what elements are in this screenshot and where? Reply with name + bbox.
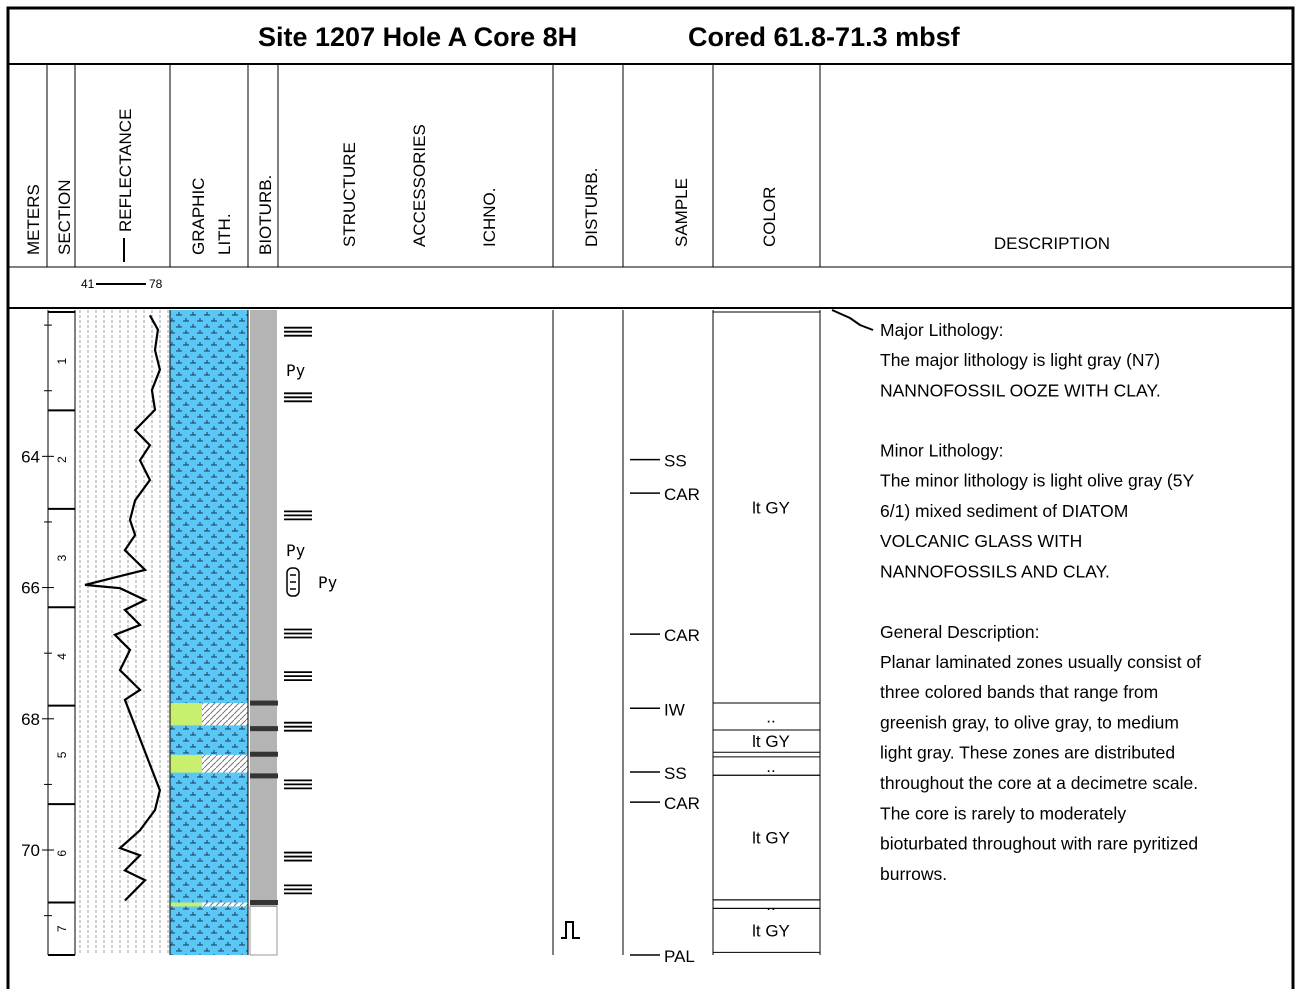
pyrite: Py xyxy=(286,541,306,560)
title-core: Site 1207 Hole A Core 8H xyxy=(258,22,577,52)
color-label: .. xyxy=(766,895,775,914)
description-line: Planar laminated zones usually consist o… xyxy=(880,652,1201,672)
lamination xyxy=(284,672,312,680)
lamination xyxy=(284,853,312,861)
description-line: The major lithology is light gray (N7) xyxy=(880,350,1160,370)
lamination xyxy=(284,511,312,519)
header: SAMPLE xyxy=(672,178,691,247)
bioturbation-band xyxy=(250,900,278,905)
lamination xyxy=(284,780,312,788)
depth-label: 64 xyxy=(21,447,40,466)
description-line: The core is rarely to moderately xyxy=(880,803,1126,823)
color-label: lt GY xyxy=(752,499,790,518)
header: GRAPHIC xyxy=(189,178,208,255)
header: DESCRIPTION xyxy=(994,234,1110,253)
lithology-mixed-hatch xyxy=(202,755,248,773)
lithology-mixed-hatch xyxy=(202,903,248,907)
lamination xyxy=(284,723,312,731)
header: METERS xyxy=(24,184,43,255)
lamination xyxy=(284,328,312,336)
lithology-mixed-hatch xyxy=(202,703,248,725)
title-cored: Cored 61.8-71.3 mbsf xyxy=(688,22,961,52)
bioturbation-none xyxy=(250,906,277,955)
color-label: lt GY xyxy=(752,921,790,940)
depth-label: 70 xyxy=(21,841,40,860)
description-line: greenish gray, to olive gray, to medium xyxy=(880,712,1179,732)
page: { "title": {"core": "Site 1207 Hole A Co… xyxy=(0,0,1302,989)
pyrite: Py xyxy=(318,573,338,592)
description-heading: General Description: xyxy=(880,622,1040,642)
description-line: three colored bands that range from xyxy=(880,682,1158,702)
column-dividers xyxy=(47,64,820,955)
sample-label: SS xyxy=(664,764,687,783)
section-label: 5 xyxy=(55,751,69,758)
description-line: 6/1) mixed sediment of DIATOM xyxy=(880,501,1128,521)
description-line: NANNOFOSSIL OOZE WITH CLAY. xyxy=(880,380,1161,400)
description-line: burrows. xyxy=(880,864,947,884)
bioturbation-band xyxy=(250,752,278,757)
section-label: 1 xyxy=(55,358,69,365)
lamination xyxy=(284,630,312,638)
disturbance-symbol xyxy=(561,922,580,938)
depth-label: 66 xyxy=(21,579,40,598)
sample-label: CAR xyxy=(664,794,700,813)
description-line: light gray. These zones are distributed xyxy=(880,743,1175,763)
color-label: lt GY xyxy=(752,732,790,751)
description-heading: Minor Lithology: xyxy=(880,441,1004,461)
header: LITH. xyxy=(215,213,234,255)
bioturbation-band xyxy=(250,701,278,706)
header: STRUCTURE xyxy=(340,142,359,247)
header: SECTION xyxy=(55,179,74,255)
header: DISTURB. xyxy=(582,168,601,247)
lithology-mixed xyxy=(170,703,202,725)
section-label: 3 xyxy=(55,554,69,561)
pyrite: Py xyxy=(286,361,306,380)
color-label: .. xyxy=(766,757,775,776)
bioturbation-band xyxy=(250,726,278,731)
core-sheet: Site 1207 Hole A Core 8H Cored 61.8-71.3… xyxy=(0,0,1302,989)
sample-label: CAR xyxy=(664,485,700,504)
lamination xyxy=(284,393,312,401)
lamination xyxy=(284,885,312,893)
lithology-pattern xyxy=(170,310,248,955)
section-label: 7 xyxy=(55,925,69,932)
description-line: The minor lithology is light olive gray … xyxy=(880,471,1194,491)
description-line: throughout the core at a decimetre scale… xyxy=(880,773,1198,793)
lithology-mixed xyxy=(170,903,202,907)
sample-label: IW xyxy=(664,700,685,719)
section-label: 2 xyxy=(55,456,69,463)
header: COLOR xyxy=(760,187,779,247)
header: ACCESSORIES xyxy=(410,124,429,247)
section-label: 6 xyxy=(55,850,69,857)
leader xyxy=(832,310,873,330)
header: ICHNO. xyxy=(480,188,499,248)
depth-label: 68 xyxy=(21,710,40,729)
description-line: bioturbated throughout with rare pyritiz… xyxy=(880,834,1198,854)
header: BIOTURB. xyxy=(256,175,275,255)
bioturbation xyxy=(250,310,277,906)
color-label: lt GY xyxy=(752,829,790,848)
scale-label: 41 xyxy=(81,277,95,291)
description-line: VOLCANIC GLASS WITH xyxy=(880,531,1082,551)
description-line: NANNOFOSSILS AND CLAY. xyxy=(880,562,1110,582)
header: REFLECTANCE xyxy=(116,109,135,232)
sample-label: CAR xyxy=(664,626,700,645)
sample-label: SS xyxy=(664,452,687,471)
color-label: .. xyxy=(766,707,775,726)
scale-label: 78 xyxy=(149,277,163,291)
burrow-icon xyxy=(287,568,299,596)
bioturbation-band xyxy=(250,773,278,778)
lithology-mixed xyxy=(170,755,202,773)
description-heading: Major Lithology: xyxy=(880,320,1004,340)
sample-label: PAL xyxy=(664,947,695,966)
section-label: 4 xyxy=(55,653,69,660)
